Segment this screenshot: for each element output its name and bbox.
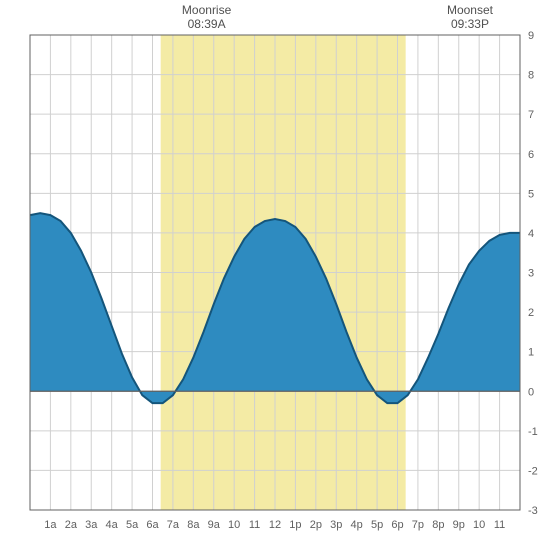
annotation-label: Moonrise — [182, 3, 232, 17]
x-tick-label: 10 — [228, 519, 240, 531]
x-tick-label: 1a — [44, 519, 57, 531]
y-tick-label: 6 — [528, 149, 534, 161]
y-tick-label: 0 — [528, 386, 534, 398]
x-tick-label: 5a — [126, 519, 139, 531]
x-tick-label: 9a — [208, 519, 221, 531]
chart-svg: -3-2-101234567891a2a3a4a5a6a7a8a9a101112… — [0, 0, 550, 550]
y-tick-label: -2 — [528, 465, 538, 477]
x-tick-label: 4p — [351, 519, 363, 531]
y-tick-label: 9 — [528, 30, 534, 42]
x-tick-label: 11 — [494, 519, 505, 531]
y-tick-label: -3 — [528, 505, 538, 517]
x-tick-label: 8a — [187, 519, 200, 531]
x-tick-label: 7p — [412, 519, 424, 531]
x-tick-label: 8p — [432, 519, 444, 531]
x-tick-label: 6a — [146, 519, 159, 531]
x-tick-label: 2p — [310, 519, 322, 531]
x-tick-label: 4a — [106, 519, 119, 531]
x-tick-label: 2a — [65, 519, 78, 531]
tide-area — [30, 213, 520, 403]
x-tick-label: 3p — [330, 519, 342, 531]
annotation-time: 09:33P — [451, 17, 489, 31]
y-tick-label: 8 — [528, 70, 534, 82]
annotation-label: Moonset — [447, 3, 494, 17]
x-tick-label: 1p — [289, 519, 301, 531]
y-tick-label: 1 — [528, 347, 534, 359]
y-tick-label: -1 — [528, 426, 538, 438]
x-tick-label: 12 — [269, 519, 281, 531]
y-tick-label: 3 — [528, 268, 534, 280]
x-tick-label: 9p — [453, 519, 465, 531]
x-tick-label: 11 — [249, 519, 260, 531]
x-tick-label: 3a — [85, 519, 98, 531]
x-tick-label: 7a — [167, 519, 180, 531]
x-tick-label: 6p — [391, 519, 403, 531]
y-tick-label: 7 — [528, 109, 534, 121]
y-tick-label: 5 — [528, 188, 534, 200]
annotation-time: 08:39A — [188, 17, 226, 31]
x-tick-label: 10 — [473, 519, 485, 531]
tide-chart: -3-2-101234567891a2a3a4a5a6a7a8a9a101112… — [0, 0, 550, 550]
x-tick-label: 5p — [371, 519, 383, 531]
y-tick-label: 4 — [528, 228, 534, 240]
y-tick-label: 2 — [528, 307, 534, 319]
